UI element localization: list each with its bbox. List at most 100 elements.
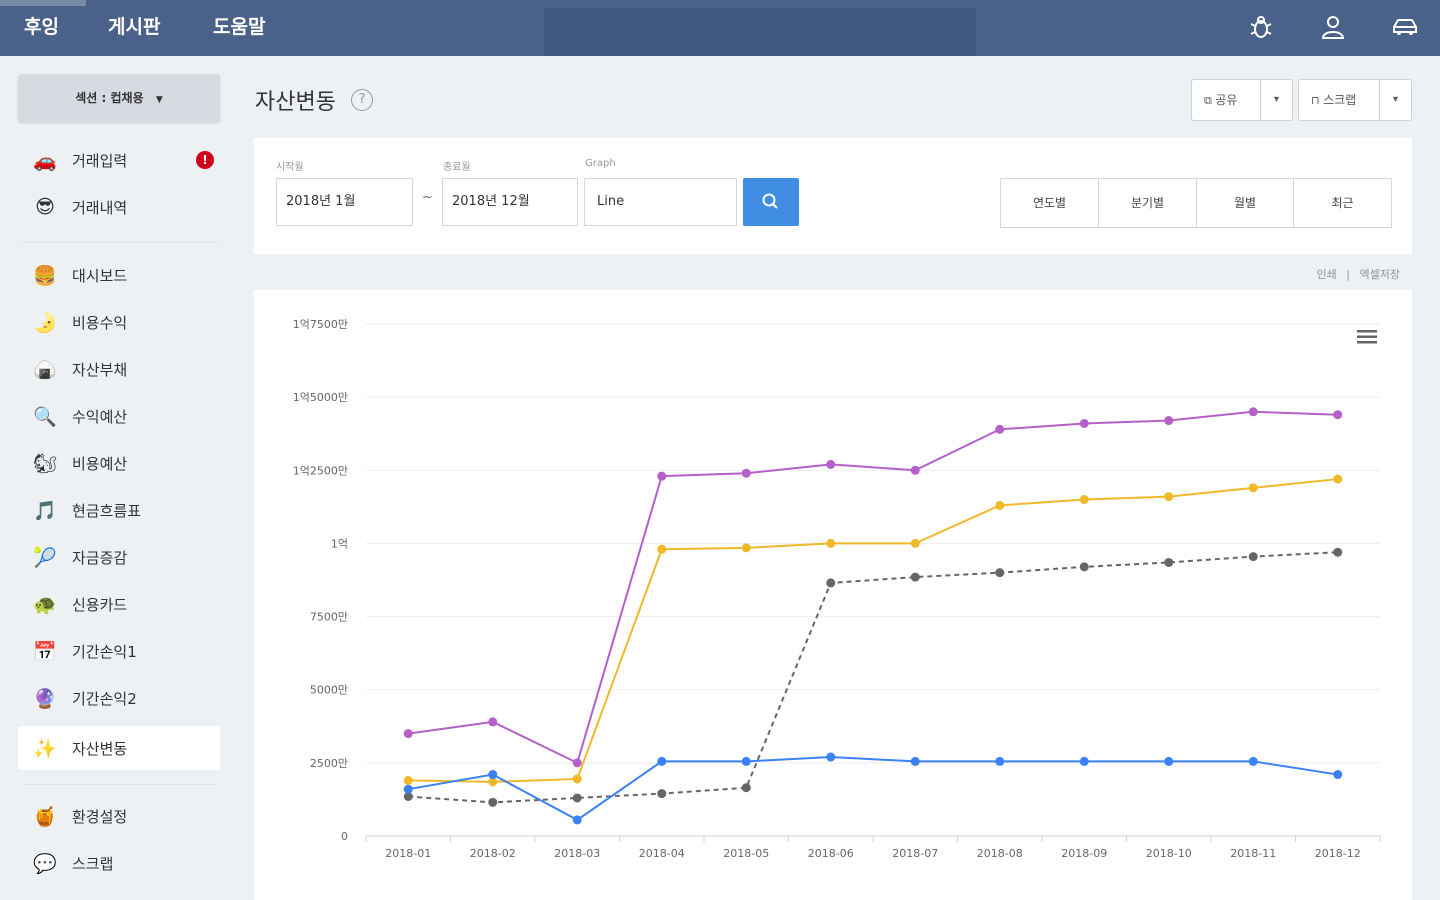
sparkles-icon: ✨ — [33, 737, 57, 760]
period-quarterly-button[interactable]: 분기별 — [1099, 179, 1197, 227]
sidebar-item-settings[interactable]: 🍯 환경설정 — [18, 794, 220, 838]
y-tick-label: 1억 — [331, 537, 348, 550]
period-monthly-button[interactable]: 월별 — [1197, 179, 1294, 227]
bug-icon[interactable] — [1246, 12, 1276, 42]
data-point — [572, 793, 582, 803]
sidebar-item-cashflow[interactable]: 🎵 현금흐름표 — [18, 488, 220, 532]
sidebar-item-period-pl1[interactable]: 📅 기간손익1 — [18, 629, 220, 673]
turtle-icon: 🐢 — [33, 593, 57, 616]
data-point — [910, 465, 920, 475]
data-point — [1333, 474, 1343, 484]
moon-icon: 🌛 — [33, 311, 57, 334]
chart-menu-icon[interactable] — [1357, 328, 1377, 346]
graph-type-select[interactable]: Line — [584, 178, 737, 226]
sidebar-item-scrap[interactable]: 💬 스크랩 — [18, 841, 220, 885]
sidebar-item-credit-card[interactable]: 🐢 신용카드 — [18, 582, 220, 626]
scrap-button[interactable]: ⊓ 스크랩 ▾ — [1298, 79, 1412, 121]
sidebar-item-income-expense[interactable]: 🌛 비용수익 — [18, 300, 220, 344]
sidebar-item-label: 거래입력 — [72, 151, 128, 170]
data-point — [995, 424, 1005, 434]
data-point — [1079, 756, 1089, 766]
car-icon[interactable] — [1390, 12, 1420, 42]
sidebar-item-fund-change[interactable]: 🎾 자금증감 — [18, 535, 220, 579]
start-month-select[interactable]: 2018년 1월 — [276, 178, 413, 226]
data-point — [1079, 418, 1089, 428]
data-point — [826, 459, 836, 469]
data-point — [488, 717, 498, 727]
nav-board[interactable]: 게시판 — [108, 16, 161, 38]
link-separator: | — [1346, 268, 1351, 281]
data-point — [572, 774, 582, 784]
excel-export-link[interactable]: 엑셀저장 — [1359, 268, 1400, 281]
data-point — [1079, 562, 1089, 572]
honey-pot-icon: 🍯 — [33, 805, 57, 828]
data-point — [403, 775, 413, 785]
sidebar-item-transaction-history[interactable]: 😎 거래내역 — [18, 185, 220, 229]
section-selector[interactable]: 섹션 : 컵채용 ▼ — [18, 74, 220, 122]
share-button-label: ⧉ 공유 — [1204, 93, 1238, 107]
start-month-label: 시작월 — [276, 162, 304, 173]
sidebar-item-income-budget[interactable]: 🔍 수익예산 — [18, 394, 220, 438]
data-point — [488, 770, 498, 780]
sidebar-item-expense-budget[interactable]: 🐿 비용예산 — [18, 441, 220, 485]
data-point — [826, 578, 836, 588]
data-point — [910, 572, 920, 582]
sidebar-item-period-pl2[interactable]: 🔮 기간손익2 — [18, 676, 220, 720]
data-point — [1164, 756, 1174, 766]
active-nav-indicator — [0, 0, 86, 6]
print-link[interactable]: 인쇄 — [1316, 268, 1337, 281]
data-point — [995, 568, 1005, 578]
sidebar-item-asset-change[interactable]: ✨ 자산변동 — [18, 726, 220, 770]
sidebar-item-dashboard[interactable]: 🍔 대시보드 — [18, 253, 220, 297]
nav-brand[interactable]: 후잉 — [24, 16, 59, 38]
sidebar-item-label: 현금흐름표 — [72, 501, 142, 520]
data-point — [403, 792, 413, 802]
alert-badge: ! — [196, 151, 214, 169]
export-links: 인쇄 | 엑셀저장 — [1317, 266, 1400, 282]
sidebar-item-transaction-entry[interactable]: 🚗 거래입력 ! — [18, 138, 220, 182]
share-button[interactable]: ⧉ 공유 ▾ — [1191, 79, 1293, 121]
help-icon[interactable]: ? — [351, 89, 373, 111]
y-tick-label: 1억5000만 — [293, 391, 348, 404]
data-point — [1248, 756, 1258, 766]
y-tick-label: 7500만 — [310, 611, 348, 624]
period-yearly-button[interactable]: 연도별 — [1001, 179, 1099, 227]
section-selector-label: 섹션 : 컵채용 — [75, 91, 144, 105]
y-tick-label: 1억2500만 — [293, 464, 348, 477]
data-point — [1164, 416, 1174, 426]
scrap-button-label: ⊓ 스크랩 — [1311, 93, 1357, 107]
end-month-select[interactable]: 2018년 12월 — [442, 178, 578, 226]
search-button[interactable] — [743, 178, 799, 226]
chevron-down-icon[interactable]: ▾ — [1260, 80, 1292, 120]
data-point — [1079, 495, 1089, 505]
squirrel-icon: 🐿 — [32, 452, 58, 475]
data-point — [1248, 407, 1258, 417]
sidebar-item-label: 대시보드 — [72, 266, 128, 285]
y-tick-label: 0 — [341, 830, 348, 843]
user-icon[interactable] — [1318, 12, 1348, 42]
data-point — [1248, 552, 1258, 562]
top-search-area[interactable] — [544, 8, 976, 56]
sidebar-item-label: 환경설정 — [72, 807, 128, 826]
data-point — [488, 797, 498, 807]
period-segmented-control: 연도별 분기별 월별 최근 — [1000, 178, 1392, 228]
page-title: 자산변동 — [255, 90, 336, 115]
sidebar-item-assets-liabilities[interactable]: 🍙 자산부채 — [18, 347, 220, 391]
sidebar-item-label: 기간손익1 — [72, 642, 137, 661]
data-point — [1248, 483, 1258, 493]
chevron-down-icon[interactable]: ▾ — [1379, 80, 1411, 120]
data-point — [826, 538, 836, 548]
sidebar: 섹션 : 컵채용 ▼ 🚗 거래입력 ! 😎 거래내역 🍔 대시보드 🌛 비용수익… — [0, 56, 236, 900]
period-recent-button[interactable]: 최근 — [1331, 196, 1354, 210]
graph-type-label: Graph — [585, 158, 616, 169]
share-icon: ⧉ — [1204, 94, 1216, 107]
nav-help[interactable]: 도움말 — [213, 16, 266, 38]
x-tick-label: 2018-03 — [554, 847, 600, 860]
rice-ball-icon: 🍙 — [33, 358, 57, 381]
data-point — [1164, 557, 1174, 567]
data-point — [657, 471, 667, 481]
data-point — [826, 752, 836, 762]
series-line-1 — [408, 478, 1338, 783]
data-point — [657, 756, 667, 766]
x-tick-label: 2018-05 — [723, 847, 769, 860]
